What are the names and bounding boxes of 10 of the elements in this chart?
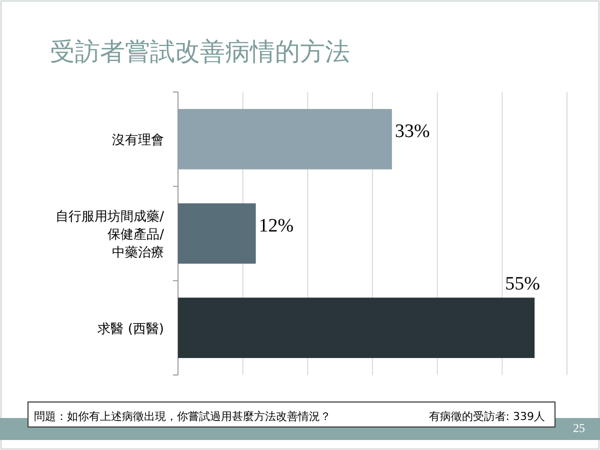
data-label: 33% <box>394 120 430 142</box>
text: 有病徵的受訪者: 339人 <box>428 410 545 423</box>
y-tick-label: 自行服用坊間成藥/ 保健產品/ 中藥治療 <box>56 210 165 260</box>
chart-title: 受訪者嘗試改善病情的方法 <box>50 37 350 66</box>
data-label: 55% <box>505 274 540 295</box>
text: 問題：如你有上述病徵出現，你嘗試過用甚麼方法改善情況？ <box>34 410 331 423</box>
y-tick-label: 沒有理會 <box>112 133 164 148</box>
y-tick-label: 求醫 (西醫) <box>98 322 164 337</box>
data-label: 12% <box>258 215 294 236</box>
text: 25 <box>573 421 585 435</box>
